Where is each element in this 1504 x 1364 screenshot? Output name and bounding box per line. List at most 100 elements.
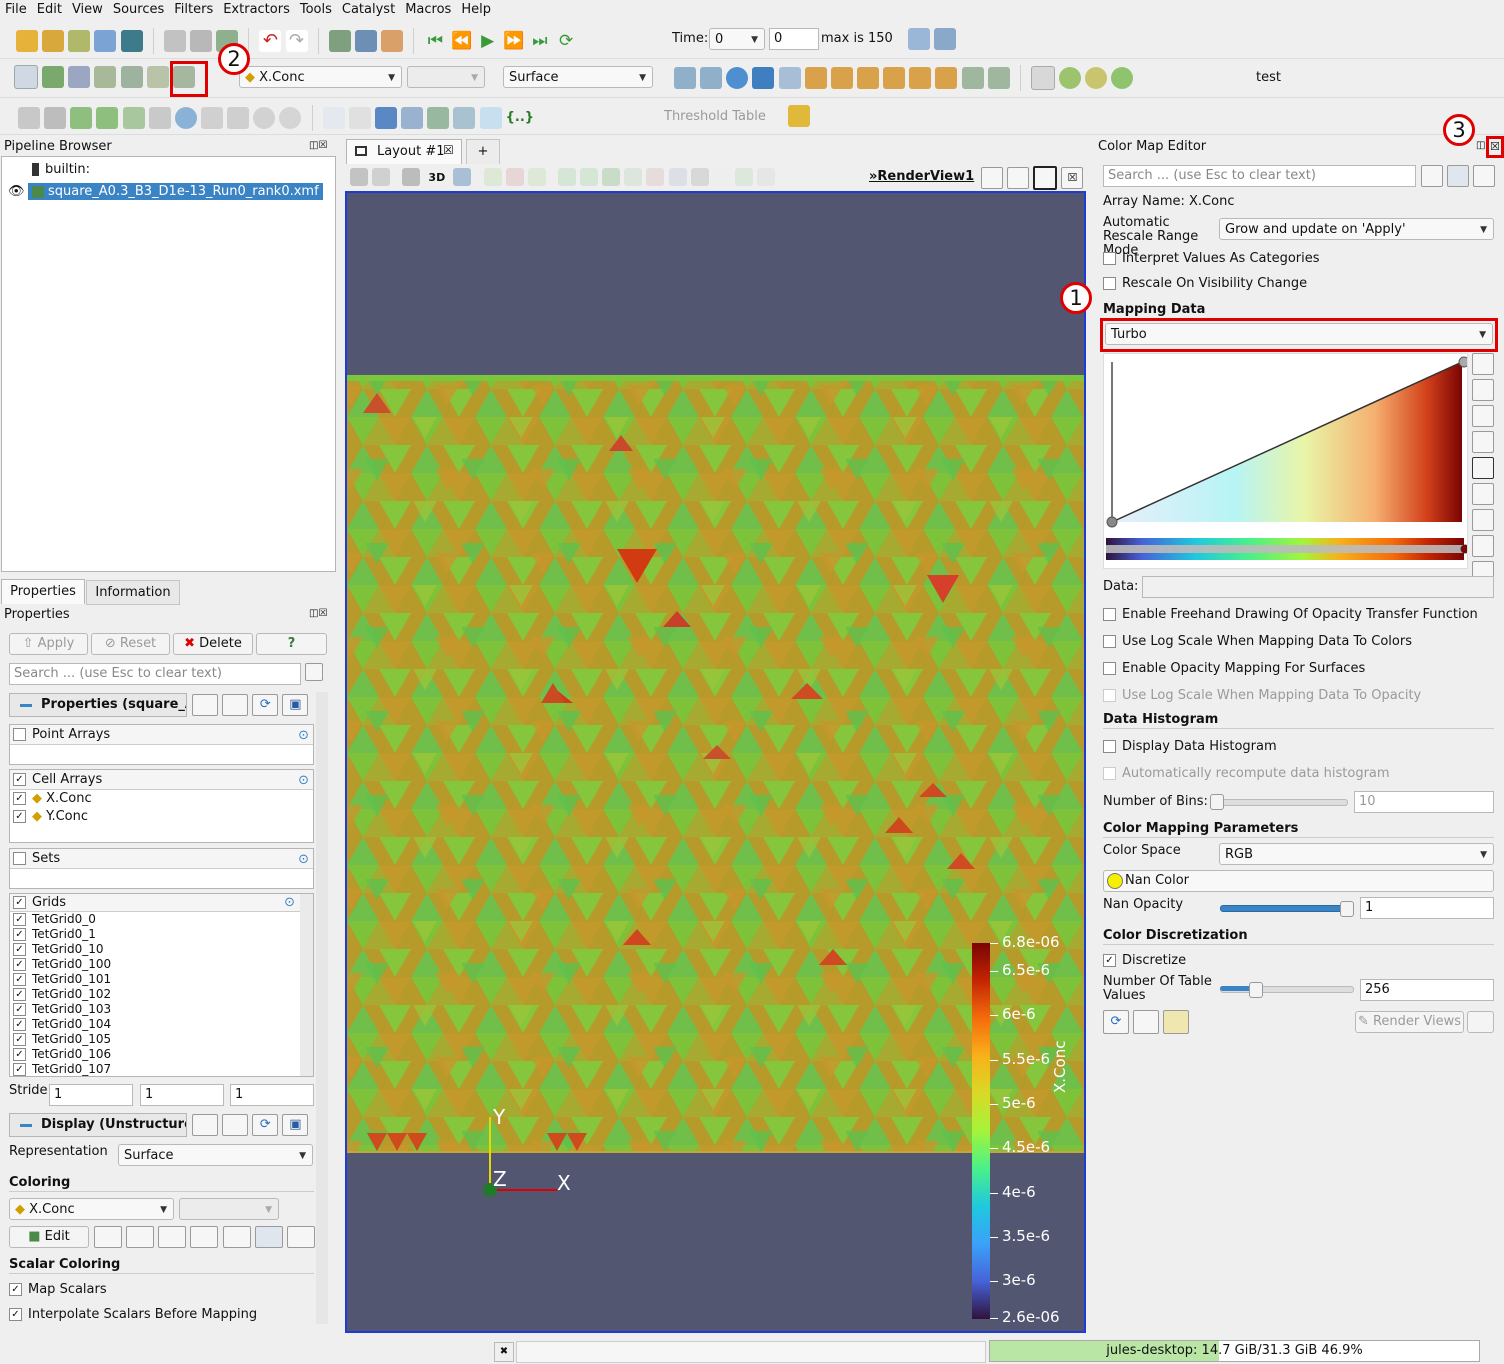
plot-data-icon[interactable]: [401, 107, 424, 129]
select-cells-icon[interactable]: [483, 168, 502, 186]
visible-range-button-icon[interactable]: [222, 1226, 251, 1248]
rotate-icon[interactable]: [1085, 67, 1108, 89]
grids-scrollbar[interactable]: [300, 894, 313, 1076]
tab-information[interactable]: Information: [86, 580, 180, 605]
previous-frame-icon[interactable]: ⏪: [450, 31, 473, 51]
menu-tools[interactable]: Tools: [299, 2, 332, 17]
map-scalars-checkbox[interactable]: ✓ Map Scalars: [9, 1282, 107, 1297]
log-opacity-checkbox[interactable]: Use Log Scale When Mapping Data To Opaci…: [1103, 688, 1421, 703]
cme-reset-icon[interactable]: ⟳: [1103, 1010, 1129, 1034]
extract-subset-icon[interactable]: [148, 107, 171, 129]
coloring-component-select[interactable]: ▼: [179, 1198, 279, 1220]
cme-gear-icon[interactable]: [1421, 165, 1443, 187]
redo-icon[interactable]: ↷: [285, 30, 308, 52]
cme-choose-preset-icon[interactable]: [1133, 1010, 1160, 1034]
grid-item[interactable]: ✓ TetGrid0_101: [10, 972, 313, 987]
query-icon[interactable]: [934, 28, 957, 50]
rescale-time-range-icon[interactable]: [146, 66, 169, 88]
opacity-surfaces-checkbox[interactable]: Enable Opacity Mapping For Surfaces: [1103, 661, 1365, 676]
clip-icon[interactable]: [70, 107, 93, 129]
grids-header[interactable]: ✓ Grids ⊙: [10, 894, 313, 912]
deselect-icon[interactable]: [505, 168, 524, 186]
choose-preset-button-icon[interactable]: [94, 1226, 122, 1248]
select-polygon-icon[interactable]: [580, 168, 599, 186]
apply-button[interactable]: ⇧ Apply: [9, 633, 88, 655]
orbit-icon[interactable]: [1059, 67, 1082, 89]
cell-sort-icon[interactable]: ⊙: [298, 773, 309, 788]
rotate-cw-90-icon[interactable]: [961, 67, 984, 89]
zoom-closest-icon[interactable]: [726, 67, 749, 89]
display-paste-icon[interactable]: [222, 1114, 249, 1136]
hover-points-icon[interactable]: [646, 168, 665, 186]
display-histogram-checkbox[interactable]: Display Data Histogram: [1103, 739, 1277, 754]
rescale-visible-range-icon[interactable]: [172, 66, 195, 88]
menu-edit[interactable]: Edit: [36, 2, 62, 17]
recent-files-icon[interactable]: [42, 30, 65, 52]
slice-icon[interactable]: [96, 107, 119, 129]
copy-icon[interactable]: [192, 694, 218, 716]
choose-preset-icon[interactable]: [68, 66, 91, 88]
menu-view[interactable]: View: [71, 2, 103, 17]
tf-custom-range-icon[interactable]: [1472, 379, 1494, 401]
manage-plugins-icon[interactable]: [354, 30, 377, 52]
render-canvas[interactable]: [347, 193, 1084, 1331]
grid-item[interactable]: ✓ TetGrid0_107: [10, 1062, 313, 1076]
tf-annotations-icon[interactable]: [1472, 535, 1494, 557]
eye-icon[interactable]: 👁: [8, 184, 25, 199]
preset-select[interactable]: Turbo ▼: [1105, 323, 1493, 345]
grid-item-checkbox[interactable]: ✓: [13, 1033, 26, 1046]
rotate-about-icon[interactable]: [1111, 67, 1134, 89]
log-colors-checkbox[interactable]: Use Log Scale When Mapping Data To Color…: [1103, 634, 1412, 649]
split-horizontal-icon[interactable]: [981, 167, 1003, 189]
grid-item[interactable]: ✓ TetGrid0_102: [10, 987, 313, 1002]
stride-j-input[interactable]: 1: [140, 1084, 224, 1106]
reset-camera-icon[interactable]: [328, 30, 351, 52]
edit-color-button[interactable]: ■ Edit: [9, 1226, 89, 1248]
threshold-table-button[interactable]: Threshold Table: [664, 109, 766, 124]
view-neg-y-icon[interactable]: [883, 67, 906, 89]
grids-sort-icon[interactable]: ⊙: [284, 895, 295, 910]
extract-selection-icon[interactable]: [757, 168, 776, 186]
view-pos-z-icon[interactable]: [909, 67, 932, 89]
grid-item-checkbox[interactable]: ✓: [13, 988, 26, 1001]
tf-visible-range-icon[interactable]: [1472, 431, 1494, 453]
stream-tracer-icon[interactable]: [200, 107, 223, 129]
table-values-handle[interactable]: [1249, 982, 1263, 998]
properties-float-close-icon[interactable]: ◫☒: [309, 608, 328, 619]
load-state-icon[interactable]: [68, 30, 91, 52]
view-pos-x-icon[interactable]: [804, 67, 827, 89]
tf-choose-preset-icon[interactable]: [1472, 483, 1494, 505]
display-copy-icon[interactable]: [192, 1114, 218, 1136]
sets-header[interactable]: Sets ⊙: [10, 849, 313, 869]
coloring-array-select[interactable]: ◆ X.Conc ▼: [9, 1198, 174, 1220]
time-combo[interactable]: 0 ▼: [709, 28, 765, 50]
representation-select[interactable]: Surface ▼: [118, 1144, 313, 1166]
stride-i-input[interactable]: 1: [49, 1084, 133, 1106]
cell-arrays-header[interactable]: ✓ Cell Arrays ⊙: [10, 770, 313, 790]
auto-recompute-checkbox[interactable]: Automatically recompute data histogram: [1103, 766, 1390, 781]
reset-button[interactable]: ⊘ Reset: [91, 633, 170, 655]
first-frame-icon[interactable]: ⏮: [427, 31, 444, 51]
menu-filters[interactable]: Filters: [174, 2, 214, 17]
rescale-visibility-checkbox[interactable]: Rescale On Visibility Change: [1103, 276, 1307, 291]
cme-search-input[interactable]: Search ... (use Esc to clear text): [1103, 165, 1416, 187]
warp-icon[interactable]: [227, 107, 250, 129]
layout-tab[interactable]: Layout #1 ☒: [346, 139, 462, 164]
grid-item-checkbox[interactable]: ✓: [13, 928, 26, 941]
grid-item[interactable]: ✓ TetGrid0_100: [10, 957, 313, 972]
sets-sort-icon[interactable]: ⊙: [298, 852, 309, 867]
pipeline-float-close-icon[interactable]: ◫☒: [309, 140, 328, 151]
tf-rescale-icon[interactable]: [1472, 353, 1494, 375]
zoom-to-data-icon[interactable]: [700, 67, 723, 89]
reset-camera-2-icon[interactable]: [674, 67, 696, 89]
cme-legend-icon[interactable]: [1447, 165, 1470, 187]
transfer-function-editor[interactable]: [1103, 353, 1468, 569]
properties-search-input[interactable]: Search ... (use Esc to clear text): [9, 663, 301, 685]
group-datasets-icon[interactable]: [253, 107, 276, 129]
view-neg-z-icon[interactable]: [935, 67, 958, 89]
grid-item[interactable]: ✓ TetGrid0_10: [10, 942, 313, 957]
connect-icon[interactable]: [94, 30, 117, 52]
select-points-icon[interactable]: [527, 168, 546, 186]
grid-item-checkbox[interactable]: ✓: [13, 1003, 26, 1016]
grid-item-checkbox[interactable]: ✓: [13, 958, 26, 971]
